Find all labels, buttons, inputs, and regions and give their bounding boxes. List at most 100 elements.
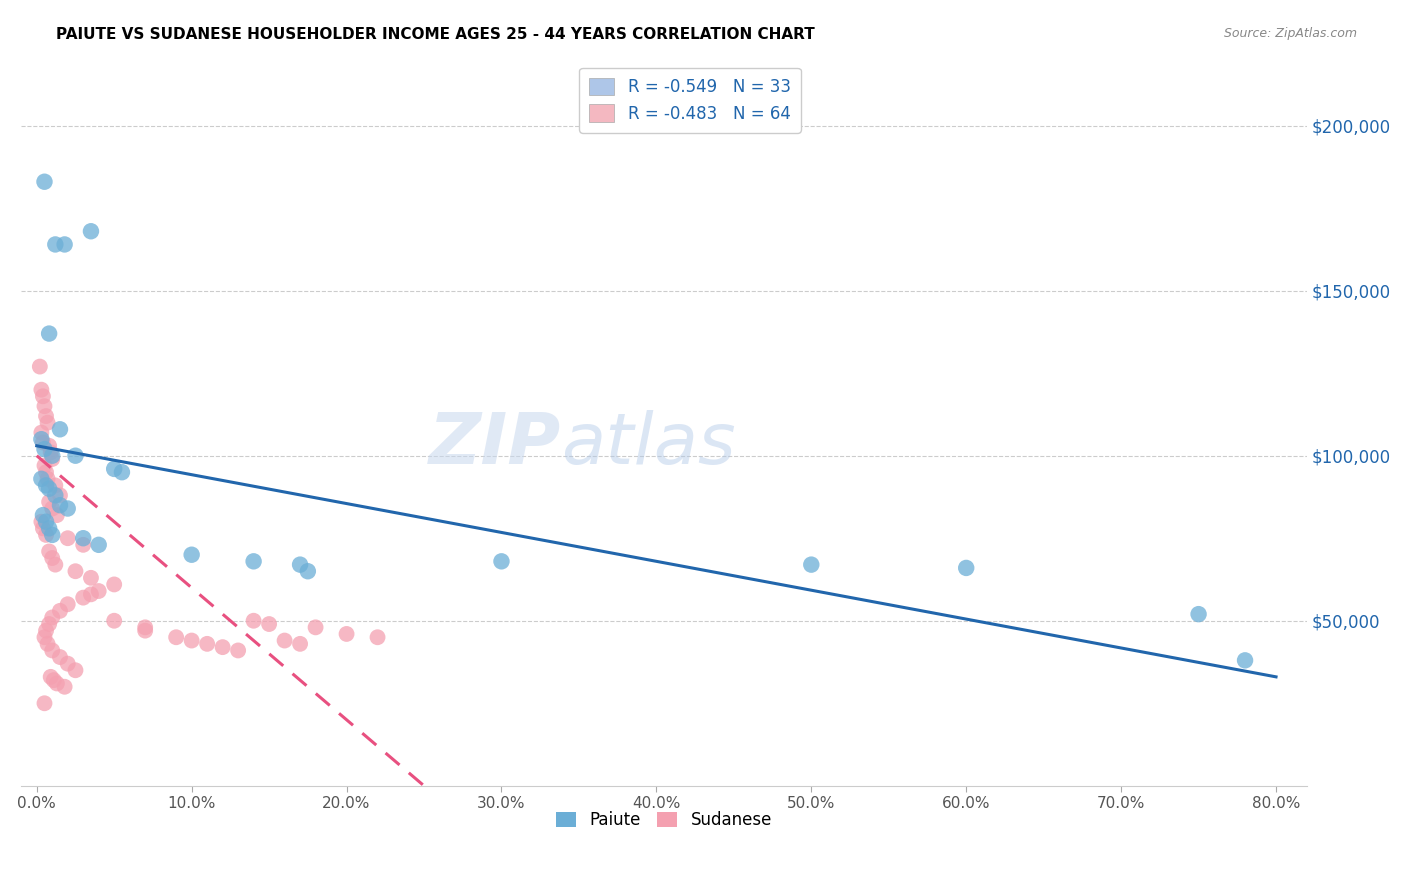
Point xyxy=(288,558,311,572)
Text: atlas: atlas xyxy=(561,410,735,479)
Point xyxy=(41,643,63,657)
Point xyxy=(35,478,58,492)
Point xyxy=(30,472,52,486)
Point xyxy=(30,425,52,440)
Point xyxy=(32,435,55,450)
Point xyxy=(103,577,125,591)
Point xyxy=(38,482,60,496)
Point xyxy=(45,508,67,522)
Point xyxy=(49,604,72,618)
Text: PAIUTE VS SUDANESE HOUSEHOLDER INCOME AGES 25 - 44 YEARS CORRELATION CHART: PAIUTE VS SUDANESE HOUSEHOLDER INCOME AG… xyxy=(56,27,815,42)
Point xyxy=(367,630,389,644)
Point xyxy=(37,416,59,430)
Point xyxy=(87,538,110,552)
Point xyxy=(34,458,56,473)
Point xyxy=(72,591,94,605)
Point xyxy=(32,521,55,535)
Point xyxy=(44,558,66,572)
Point xyxy=(37,637,59,651)
Point xyxy=(44,488,66,502)
Point xyxy=(53,680,76,694)
Point xyxy=(226,643,249,657)
Point xyxy=(134,620,156,634)
Point xyxy=(56,531,79,545)
Point xyxy=(35,465,58,479)
Point xyxy=(34,630,56,644)
Point xyxy=(41,551,63,566)
Point xyxy=(34,442,56,456)
Point xyxy=(257,617,280,632)
Point xyxy=(30,383,52,397)
Point xyxy=(297,564,319,578)
Point xyxy=(72,538,94,552)
Point xyxy=(103,614,125,628)
Point xyxy=(103,462,125,476)
Point xyxy=(38,495,60,509)
Text: ZIP: ZIP xyxy=(429,410,561,479)
Point xyxy=(41,610,63,624)
Point xyxy=(80,224,103,238)
Point xyxy=(35,409,58,423)
Point xyxy=(49,650,72,665)
Point xyxy=(35,515,58,529)
Point xyxy=(38,521,60,535)
Point xyxy=(65,663,87,677)
Point xyxy=(195,637,218,651)
Point xyxy=(39,670,62,684)
Point xyxy=(32,508,55,522)
Point xyxy=(35,528,58,542)
Point xyxy=(273,633,295,648)
Point xyxy=(53,237,76,252)
Point xyxy=(491,554,513,568)
Point xyxy=(45,676,67,690)
Point xyxy=(65,449,87,463)
Point xyxy=(44,478,66,492)
Point xyxy=(34,696,56,710)
Point xyxy=(87,584,110,599)
Point xyxy=(44,237,66,252)
Point xyxy=(56,501,79,516)
Point xyxy=(28,359,51,374)
Point xyxy=(1187,607,1209,622)
Point xyxy=(304,620,326,634)
Point xyxy=(41,449,63,463)
Point xyxy=(56,657,79,671)
Point xyxy=(211,640,233,655)
Point xyxy=(242,554,264,568)
Point xyxy=(134,624,156,638)
Point xyxy=(955,561,977,575)
Point xyxy=(1234,653,1257,667)
Point xyxy=(49,422,72,436)
Point xyxy=(38,617,60,632)
Point xyxy=(80,587,103,601)
Point xyxy=(35,624,58,638)
Point xyxy=(111,465,134,479)
Point xyxy=(37,472,59,486)
Point xyxy=(38,544,60,558)
Point xyxy=(34,399,56,413)
Legend: Paiute, Sudanese: Paiute, Sudanese xyxy=(550,805,779,836)
Point xyxy=(288,637,311,651)
Point xyxy=(41,452,63,467)
Text: Source: ZipAtlas.com: Source: ZipAtlas.com xyxy=(1223,27,1357,40)
Point xyxy=(30,515,52,529)
Point xyxy=(65,564,87,578)
Point xyxy=(38,326,60,341)
Point xyxy=(80,571,103,585)
Point xyxy=(49,498,72,512)
Point xyxy=(42,673,65,688)
Point xyxy=(41,528,63,542)
Point xyxy=(335,627,357,641)
Point xyxy=(180,548,202,562)
Point xyxy=(32,389,55,403)
Point xyxy=(38,439,60,453)
Point xyxy=(39,445,62,459)
Point xyxy=(165,630,187,644)
Point xyxy=(41,501,63,516)
Point xyxy=(800,558,823,572)
Point xyxy=(242,614,264,628)
Point xyxy=(180,633,202,648)
Point xyxy=(72,531,94,545)
Point xyxy=(49,488,72,502)
Point xyxy=(34,175,56,189)
